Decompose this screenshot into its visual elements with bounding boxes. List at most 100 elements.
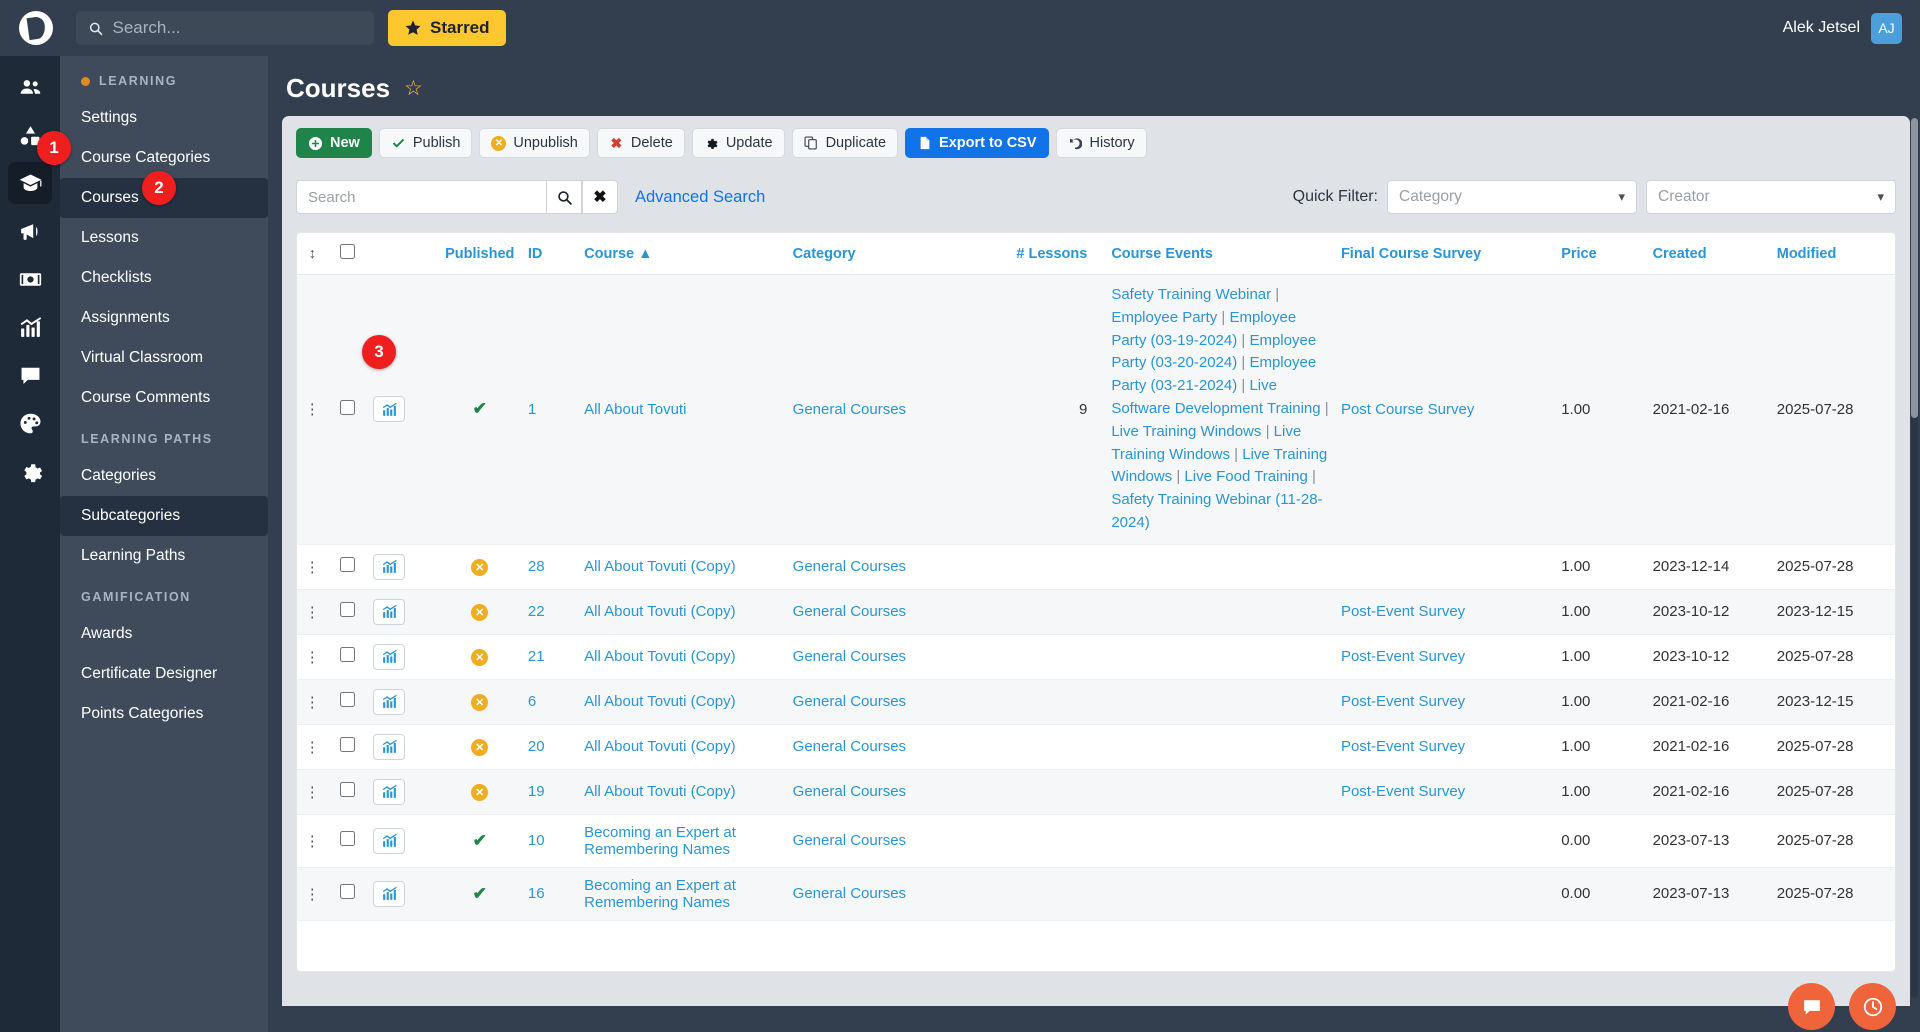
row-category-link[interactable]: General Courses <box>792 603 907 621</box>
row-report-button[interactable] <box>373 778 406 805</box>
avatar[interactable]: AJ <box>1871 12 1902 44</box>
chat-fab[interactable] <box>1788 983 1835 1030</box>
rail-item-marketing[interactable] <box>8 210 52 252</box>
global-search[interactable] <box>76 11 374 45</box>
row-checkbox[interactable] <box>339 647 355 663</box>
sidebar-item-settings[interactable]: Settings <box>60 98 268 138</box>
row-id-link[interactable]: 6 <box>527 693 537 711</box>
row-checkbox[interactable] <box>339 737 355 753</box>
unpublished-x-icon[interactable]: ✕ <box>471 738 489 756</box>
unpublished-x-icon[interactable]: ✕ <box>471 558 489 576</box>
row-course-link[interactable]: Becoming an Expert at Remembering Names <box>584 823 736 858</box>
sidebar-item-subcategories[interactable]: Subcategories <box>60 496 268 536</box>
course-event-link[interactable]: Employee Party <box>1111 308 1218 326</box>
course-event-link[interactable]: Live Food Training <box>1184 468 1308 486</box>
table-row[interactable]: ⋮ ✕ 6 All About Tovuti (Copy) General Course… <box>297 679 1895 725</box>
sidebar-item-virtual-classroom[interactable]: Virtual Classroom <box>60 338 268 378</box>
row-category-link[interactable]: General Courses <box>792 648 907 666</box>
row-course-link[interactable]: Becoming an Expert at Remembering Names <box>584 876 736 911</box>
col-published[interactable]: Published <box>437 233 522 275</box>
row-checkbox-cell[interactable] <box>327 274 368 545</box>
col-category[interactable]: Category <box>786 233 998 275</box>
unpublished-x-icon[interactable]: ✕ <box>471 648 489 666</box>
row-report-button[interactable] <box>373 643 406 670</box>
row-course-link[interactable]: All About Tovuti (Copy) <box>584 603 736 621</box>
main-scrollbar[interactable] <box>1911 118 1918 998</box>
row-chart-cell[interactable] <box>367 867 438 921</box>
row-checkbox[interactable] <box>339 782 355 798</box>
select-all-checkbox[interactable] <box>339 244 355 259</box>
col-select-all[interactable] <box>327 233 368 275</box>
sidebar-item-categories[interactable]: Categories <box>60 456 268 496</box>
row-chart-cell[interactable] <box>367 679 438 725</box>
table-row[interactable]: ⋮ ✔ 16 Becoming an Expert at Remembering Na… <box>297 867 1895 921</box>
course-event-link[interactable]: Safety Training Webinar <box>1111 286 1272 303</box>
col-created[interactable]: Created <box>1646 233 1771 275</box>
row-survey-link[interactable]: Post Course Survey <box>1340 400 1475 418</box>
row-survey-link[interactable]: Post-Event Survey <box>1340 603 1466 621</box>
global-search-input[interactable] <box>112 18 362 38</box>
row-id-link[interactable]: 1 <box>527 400 537 418</box>
row-checkbox-cell[interactable] <box>327 589 368 635</box>
unpublished-x-icon[interactable]: ✕ <box>471 693 489 711</box>
rail-item-reports[interactable] <box>8 306 52 348</box>
course-event-link[interactable]: Live Training Windows <box>1111 445 1328 486</box>
sidebar-item-points-categories[interactable]: Points Categories <box>60 694 268 734</box>
sidebar-item-course-comments[interactable]: Course Comments <box>60 378 268 418</box>
row-category-link[interactable]: General Courses <box>792 738 907 756</box>
row-drag-handle[interactable]: ⋮ <box>297 867 328 921</box>
creator-filter-select[interactable]: Creator ▾ <box>1646 180 1896 214</box>
row-id-link[interactable]: 21 <box>527 648 545 666</box>
col-price[interactable]: Price <box>1555 233 1647 275</box>
col-modified[interactable]: Modified <box>1770 233 1895 275</box>
course-event-link[interactable]: Live Training Windows <box>1111 422 1262 440</box>
row-id-link[interactable]: 10 <box>527 832 545 850</box>
row-checkbox-cell[interactable] <box>327 724 368 770</box>
row-drag-handle[interactable]: ⋮ <box>297 589 328 635</box>
row-drag-handle[interactable]: ⋮ <box>297 679 328 725</box>
table-row[interactable]: ⋮ ✕ 21 All About Tovuti (Copy) General Cours… <box>297 634 1895 680</box>
row-report-button[interactable] <box>373 598 406 625</box>
col-lessons[interactable]: # Lessons <box>997 233 1106 275</box>
col-course-events[interactable]: Course Events <box>1105 233 1335 275</box>
starred-button[interactable]: Starred <box>388 10 506 46</box>
row-chart-cell[interactable] <box>367 634 438 680</box>
col-course[interactable]: Course ▲ <box>578 233 787 275</box>
published-check-icon[interactable]: ✔ <box>472 883 487 903</box>
row-checkbox[interactable] <box>339 831 355 847</box>
row-survey-link[interactable]: Post-Event Survey <box>1340 738 1466 756</box>
row-course-link[interactable]: All About Tovuti (Copy) <box>584 558 736 576</box>
row-chart-cell[interactable] <box>367 274 438 545</box>
history-button[interactable]: History <box>1055 128 1147 158</box>
unpublish-button[interactable]: ✕ Unpublish <box>479 128 590 158</box>
sidebar-item-assignments[interactable]: Assignments <box>60 298 268 338</box>
table-row[interactable]: ⋮ ✕ 19 All About Tovuti (Copy) General Cours… <box>297 769 1895 815</box>
rail-item-settings[interactable] <box>8 450 52 492</box>
row-id-link[interactable]: 20 <box>527 738 545 756</box>
unpublished-x-icon[interactable]: ✕ <box>471 603 489 621</box>
search-clear-button[interactable]: ✖ <box>582 180 618 214</box>
help-fab[interactable] <box>1849 983 1896 1030</box>
row-checkbox[interactable] <box>339 399 355 415</box>
category-filter-select[interactable]: Category ▾ <box>1387 180 1637 214</box>
row-drag-handle[interactable]: ⋮ <box>297 814 328 868</box>
row-report-button[interactable] <box>373 733 406 760</box>
row-course-link[interactable]: All About Tovuti <box>584 400 687 418</box>
unpublished-x-icon[interactable]: ✕ <box>471 783 489 801</box>
rail-item-content[interactable] <box>8 114 52 156</box>
row-checkbox-cell[interactable] <box>327 867 368 921</box>
rail-item-users[interactable] <box>8 66 52 108</box>
rail-item-appearance[interactable] <box>8 402 52 444</box>
sidebar-item-lessons[interactable]: Lessons <box>60 218 268 258</box>
row-drag-handle[interactable]: ⋮ <box>297 724 328 770</box>
row-category-link[interactable]: General Courses <box>792 558 907 576</box>
row-checkbox[interactable] <box>339 602 355 618</box>
scrollbar-thumb[interactable] <box>1911 118 1918 418</box>
row-id-link[interactable]: 22 <box>527 603 545 621</box>
row-report-button[interactable] <box>373 553 406 580</box>
search-input[interactable] <box>296 180 546 214</box>
row-chart-cell[interactable] <box>367 814 438 868</box>
row-checkbox-cell[interactable] <box>327 769 368 815</box>
col-final-survey[interactable]: Final Course Survey <box>1334 233 1556 275</box>
row-drag-handle[interactable]: ⋮ <box>297 274 328 545</box>
